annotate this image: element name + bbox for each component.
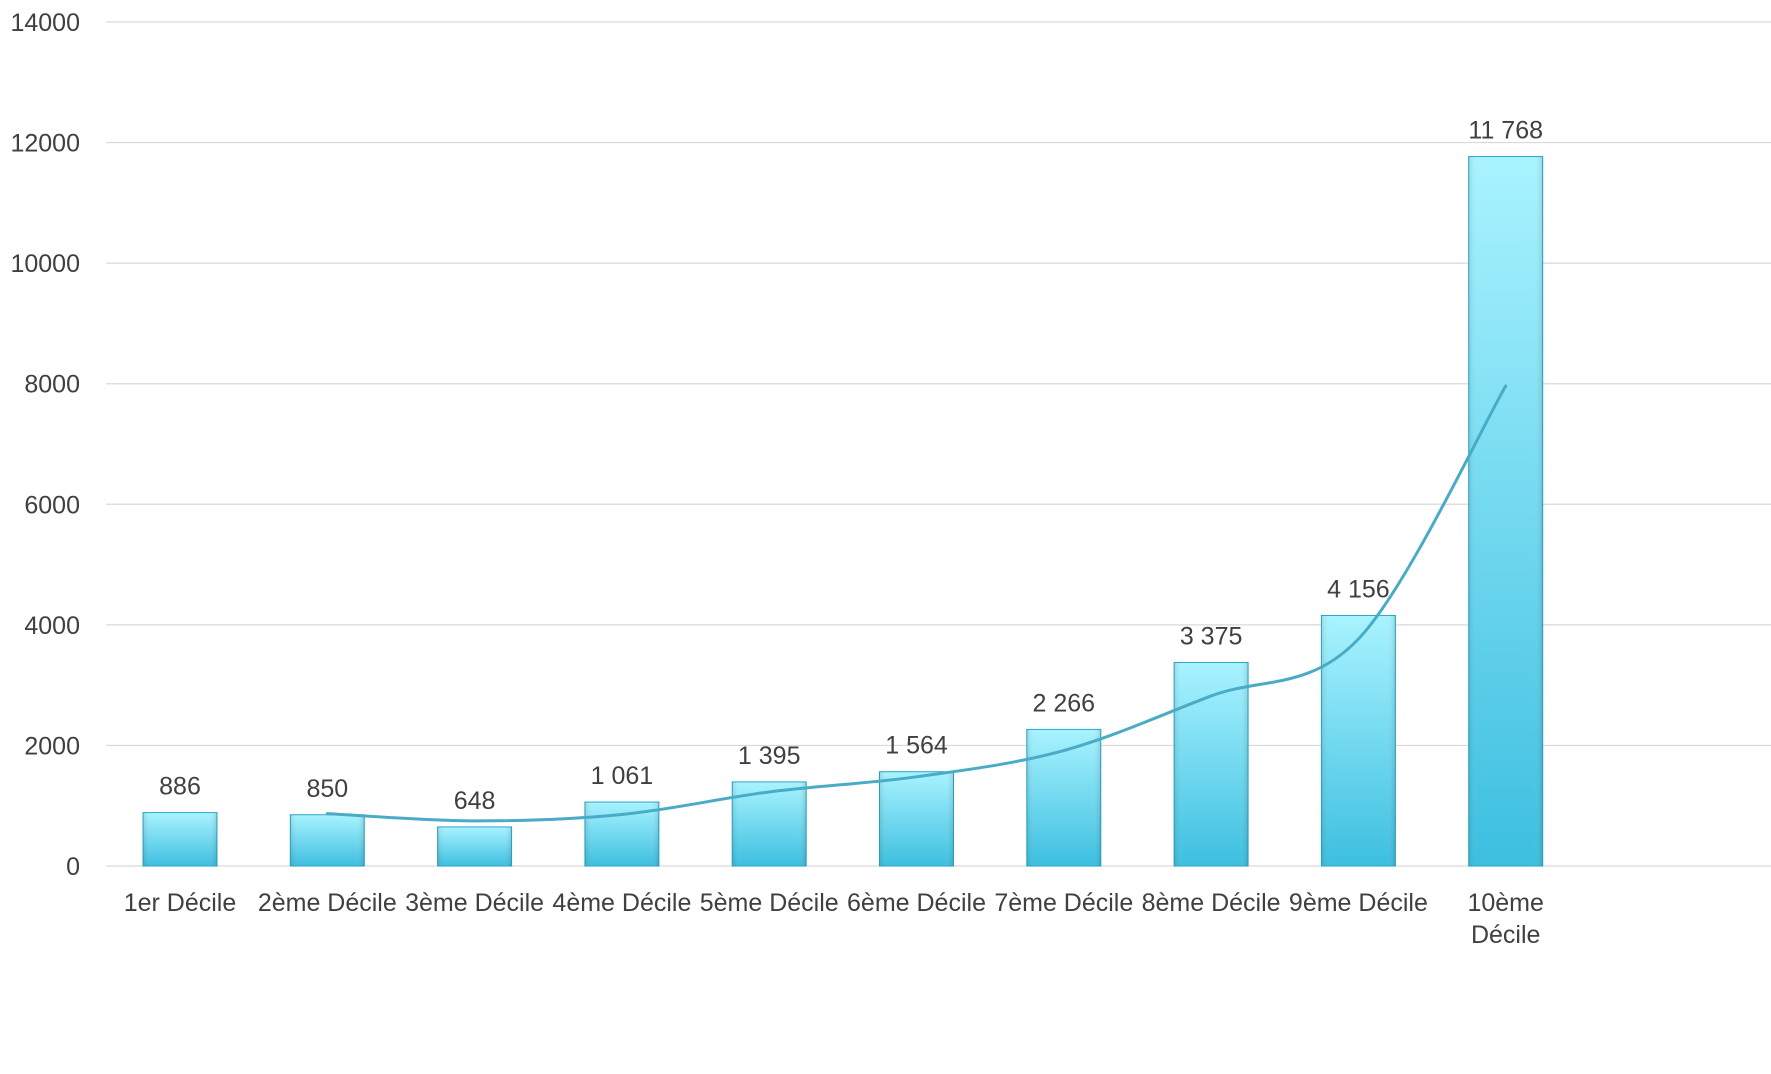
data-label: 648 xyxy=(454,787,496,815)
bar-shading xyxy=(143,812,217,866)
x-tick-label: 5ème Décile xyxy=(700,889,839,917)
data-label: 11 768 xyxy=(1468,117,1543,145)
data-label: 4 156 xyxy=(1327,575,1390,603)
bar-shading xyxy=(1321,615,1396,866)
bar-shading xyxy=(437,826,512,866)
y-tick-label: 8000 xyxy=(24,371,80,399)
x-tick-label: 1er Décile xyxy=(124,889,237,917)
data-label: 1 061 xyxy=(591,762,654,790)
y-axis-ticks: 0 2000 4000 6000 8000 10000 12000 14000 xyxy=(10,9,80,881)
bars xyxy=(142,156,1544,867)
data-label: 850 xyxy=(306,775,348,803)
x-tick-label: 6ème Décile xyxy=(847,889,986,917)
x-axis-ticks: 1er Décile 2ème Décile 3ème Décile 4ème Déc… xyxy=(124,889,1544,949)
trendline xyxy=(325,384,1508,823)
y-tick-label: 0 xyxy=(66,853,80,881)
bar-shading xyxy=(1468,156,1543,866)
y-tick-label: 14000 xyxy=(10,9,80,37)
x-tick-label: 10ème xyxy=(1467,889,1543,917)
bar-shading xyxy=(1174,662,1249,866)
y-tick-label: 2000 xyxy=(24,732,80,760)
x-tick-label: 9ème Décile xyxy=(1289,889,1428,917)
data-label: 1 564 xyxy=(885,732,948,760)
x-tick-label: Décile xyxy=(1471,921,1540,949)
x-tick-label: 8ème Décile xyxy=(1142,889,1281,917)
y-tick-label: 12000 xyxy=(10,130,80,158)
data-label: 2 266 xyxy=(1033,689,1096,717)
trendline-path xyxy=(325,384,1508,823)
y-tick-label: 10000 xyxy=(10,250,80,278)
x-tick-label: 3ème Décile xyxy=(405,889,544,917)
y-tick-label: 6000 xyxy=(24,491,80,519)
gridlines xyxy=(106,21,1771,867)
y-tick-label: 4000 xyxy=(24,612,80,640)
data-label: 1 395 xyxy=(738,742,801,770)
x-tick-label: 7ème Décile xyxy=(994,889,1133,917)
bar-shading xyxy=(1026,729,1101,866)
x-tick-label: 4ème Décile xyxy=(552,889,691,917)
data-label: 886 xyxy=(159,773,201,801)
bar-shading xyxy=(879,771,954,866)
data-labels: 886 850 648 1 061 1 395 1 564 2 266 3 375 4 156 1… xyxy=(159,117,1543,815)
bar-shading xyxy=(290,814,365,866)
data-label: 3 375 xyxy=(1180,623,1243,651)
x-tick-label: 2ème Décile xyxy=(258,889,397,917)
